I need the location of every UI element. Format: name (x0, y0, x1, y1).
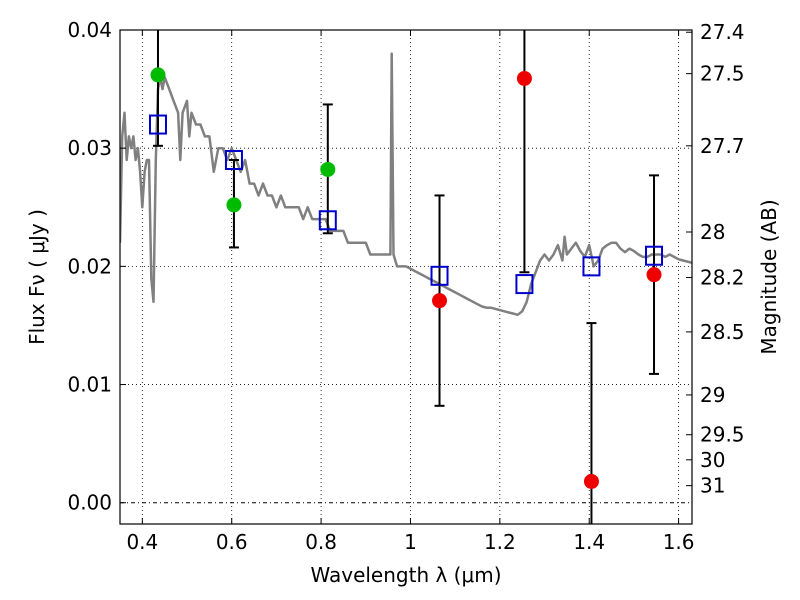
y-tick-label: 0.04 (67, 18, 112, 42)
model-flux-square (645, 245, 664, 266)
observed-flux-dot (583, 473, 599, 489)
right-tick-label: 31 (700, 474, 725, 498)
right-tick-label: 28.5 (700, 320, 745, 344)
x-tick-label: 1.4 (573, 530, 605, 554)
model-flux-square (430, 265, 449, 286)
y-tick-label: 0.01 (67, 373, 112, 397)
model-flux-square (318, 210, 337, 231)
y-axis: 0.00 0.01 0.02 0.03 0.04 (67, 18, 126, 515)
observed-flux-dot (646, 267, 662, 283)
y-axis-label: Flux Fν ( μJy ) (25, 209, 49, 345)
observed-flux-dot (432, 293, 448, 309)
plot-frame (119, 29, 693, 525)
y-tick-label: 0.03 (67, 136, 112, 160)
right-tick-label: 29 (700, 383, 725, 407)
observed-flux-dot (516, 70, 532, 86)
right-tick-label: 27.7 (700, 134, 745, 158)
y-tick-label: 0.02 (67, 254, 112, 278)
observed-flux-dot (320, 161, 336, 177)
x-tick-label: 0.4 (126, 530, 158, 554)
x-tick-label: 1 (404, 530, 417, 554)
right-tick-label: 27.5 (700, 62, 745, 86)
model-spectrum-line (120, 52, 692, 317)
model-flux-square (148, 114, 167, 135)
model-flux-square (224, 150, 243, 170)
y-tick-label: 0.00 (67, 491, 112, 515)
y-axis-right-label: Magnitude (AB) (757, 199, 781, 354)
right-tick-label: 30 (700, 448, 725, 472)
observed-flux-dot (226, 197, 242, 213)
plot-background (120, 30, 692, 524)
model-flux-square (582, 256, 601, 277)
x-tick-label: 0.8 (305, 530, 337, 554)
x-axis-label: Wavelength λ (μm) (310, 563, 501, 587)
right-tick-label: 28 (700, 220, 725, 244)
observed-flux-dot (150, 67, 166, 83)
plot-area (120, 30, 692, 524)
right-tick-label: 29.5 (700, 423, 745, 447)
right-tick-label: 28.2 (700, 266, 745, 290)
x-tick-label: 1.6 (663, 530, 695, 554)
model-flux-square (515, 274, 534, 295)
x-tick-label: 0.6 (216, 530, 248, 554)
right-tick-label: 27.4 (700, 20, 745, 44)
x-axis: 0.4 0.6 0.8 1 1.2 1.4 1.6 (126, 30, 695, 554)
x-tick-label: 1.2 (484, 530, 516, 554)
